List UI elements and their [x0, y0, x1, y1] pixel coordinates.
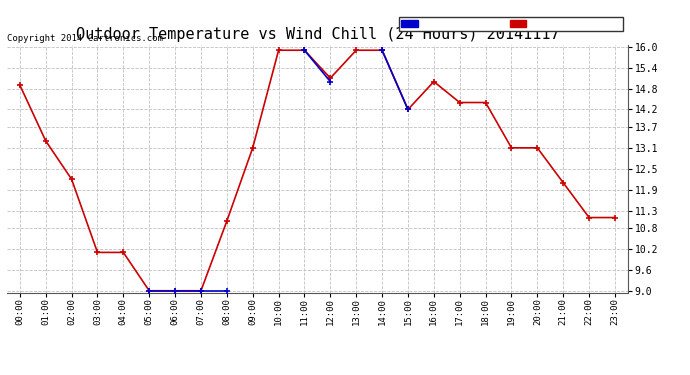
Title: Outdoor Temperature vs Wind Chill (24 Hours) 20141117: Outdoor Temperature vs Wind Chill (24 Ho… — [76, 27, 559, 42]
Legend: Wind Chill  (°F), Temperature  (°F): Wind Chill (°F), Temperature (°F) — [399, 17, 623, 31]
Text: Copyright 2014 Cartronics.com: Copyright 2014 Cartronics.com — [7, 33, 163, 42]
